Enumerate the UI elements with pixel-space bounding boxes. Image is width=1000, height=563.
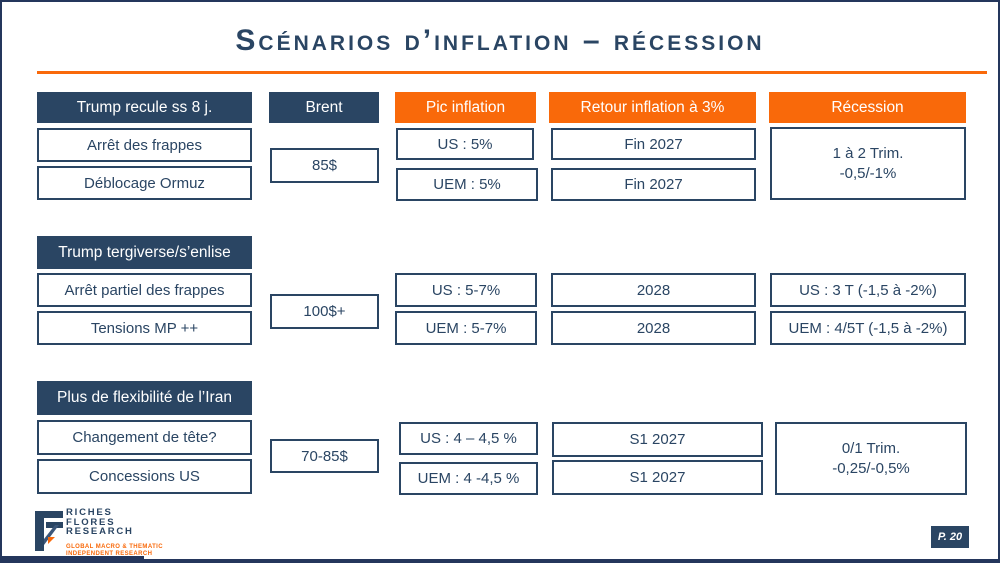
footer-accent-bar (2, 556, 144, 561)
footer-bar (2, 559, 998, 561)
scenario-3-retour-us: S1 2027 (552, 422, 763, 457)
recession-line: 0/1 Trim. (841, 440, 901, 457)
scenario-1-brent-value: 85$ (270, 148, 379, 183)
scenario-3-retour-uem: S1 2027 (552, 460, 763, 495)
title-divider (37, 71, 987, 74)
scenario-2-pic-uem: UEM : 5-7% (395, 311, 537, 345)
scenario-2-recession-uem: UEM : 4/5T (-1,5 à -2%) (770, 311, 966, 345)
scenario-3-driver: Concessions US (37, 459, 252, 494)
scenario-3-driver: Changement de tête? (37, 420, 252, 455)
column-header-recession: Récession (769, 92, 966, 123)
scenario-3-pic-us: US : 4 – 4,5 % (399, 422, 538, 455)
column-header-pic-inflation: Pic inflation (395, 92, 536, 123)
logo-name-line: RESEARCH (66, 526, 134, 537)
scenario-2-driver: Tensions MP ++ (37, 311, 252, 345)
page-title: Scénarios d’inflation – récession (235, 24, 765, 57)
logo-tagline-line: GLOBAL MACRO & THEMATIC (66, 544, 163, 550)
scenario-3-brent-value: 70-85$ (270, 439, 379, 473)
logo-name-line: RICHES (66, 507, 113, 518)
scenario-1-driver: Déblocage Ormuz (37, 166, 252, 200)
scenario-2-brent-value: 100$+ (270, 294, 379, 329)
logo-name-line: FLORES (66, 516, 116, 528)
scenario-2-header: Trump tergiverse/s’enlise (37, 236, 252, 269)
scenario-3-recession-value: 0/1 Trim. -0,25/-0,5% (775, 422, 967, 495)
scenario-1-pic-uem: UEM : 5% (396, 168, 538, 201)
scenario-2-retour-uem: 2028 (551, 311, 756, 345)
page-number-badge: P. 20 (931, 526, 969, 548)
scenario-3-header: Plus de flexibilité de l’Iran (37, 381, 252, 415)
scenario-1-recession-value: 1 à 2 Trim. -0,5/-1% (770, 127, 966, 200)
column-header-retour-inflation: Retour inflation à 3% (549, 92, 756, 123)
scenario-1-retour-uem: Fin 2027 (551, 168, 756, 201)
scenario-2-recession-us: US : 3 T (-1,5 à -2%) (770, 273, 966, 307)
scenario-2-driver: Arrêt partiel des frappes (37, 273, 252, 307)
logo-tagline-line: INDEPENDENT RESEARCH (66, 550, 153, 557)
scenario-2-pic-us: US : 5-7% (395, 273, 537, 307)
scenario-1-header: Trump recule ss 8 j. (37, 92, 252, 123)
column-header-brent: Brent (269, 92, 379, 123)
recession-line: 1 à 2 Trim. (832, 145, 904, 162)
scenario-1-driver: Arrêt des frappes (37, 128, 252, 162)
scenario-1-retour-us: Fin 2027 (551, 128, 756, 160)
recession-line: -0,25/-0,5% (832, 459, 910, 477)
scenario-3-pic-uem: UEM : 4 -4,5 % (399, 462, 538, 495)
scenario-1-pic-us: US : 5% (396, 128, 534, 160)
scenario-2-retour-us: 2028 (551, 273, 756, 307)
riches-flores-logo: RICHES FLORES RESEARCH GLOBAL MACRO & TH… (35, 507, 215, 557)
riches-flores-logo-icon (35, 511, 63, 551)
recession-line: -0,5/-1% (839, 164, 897, 182)
